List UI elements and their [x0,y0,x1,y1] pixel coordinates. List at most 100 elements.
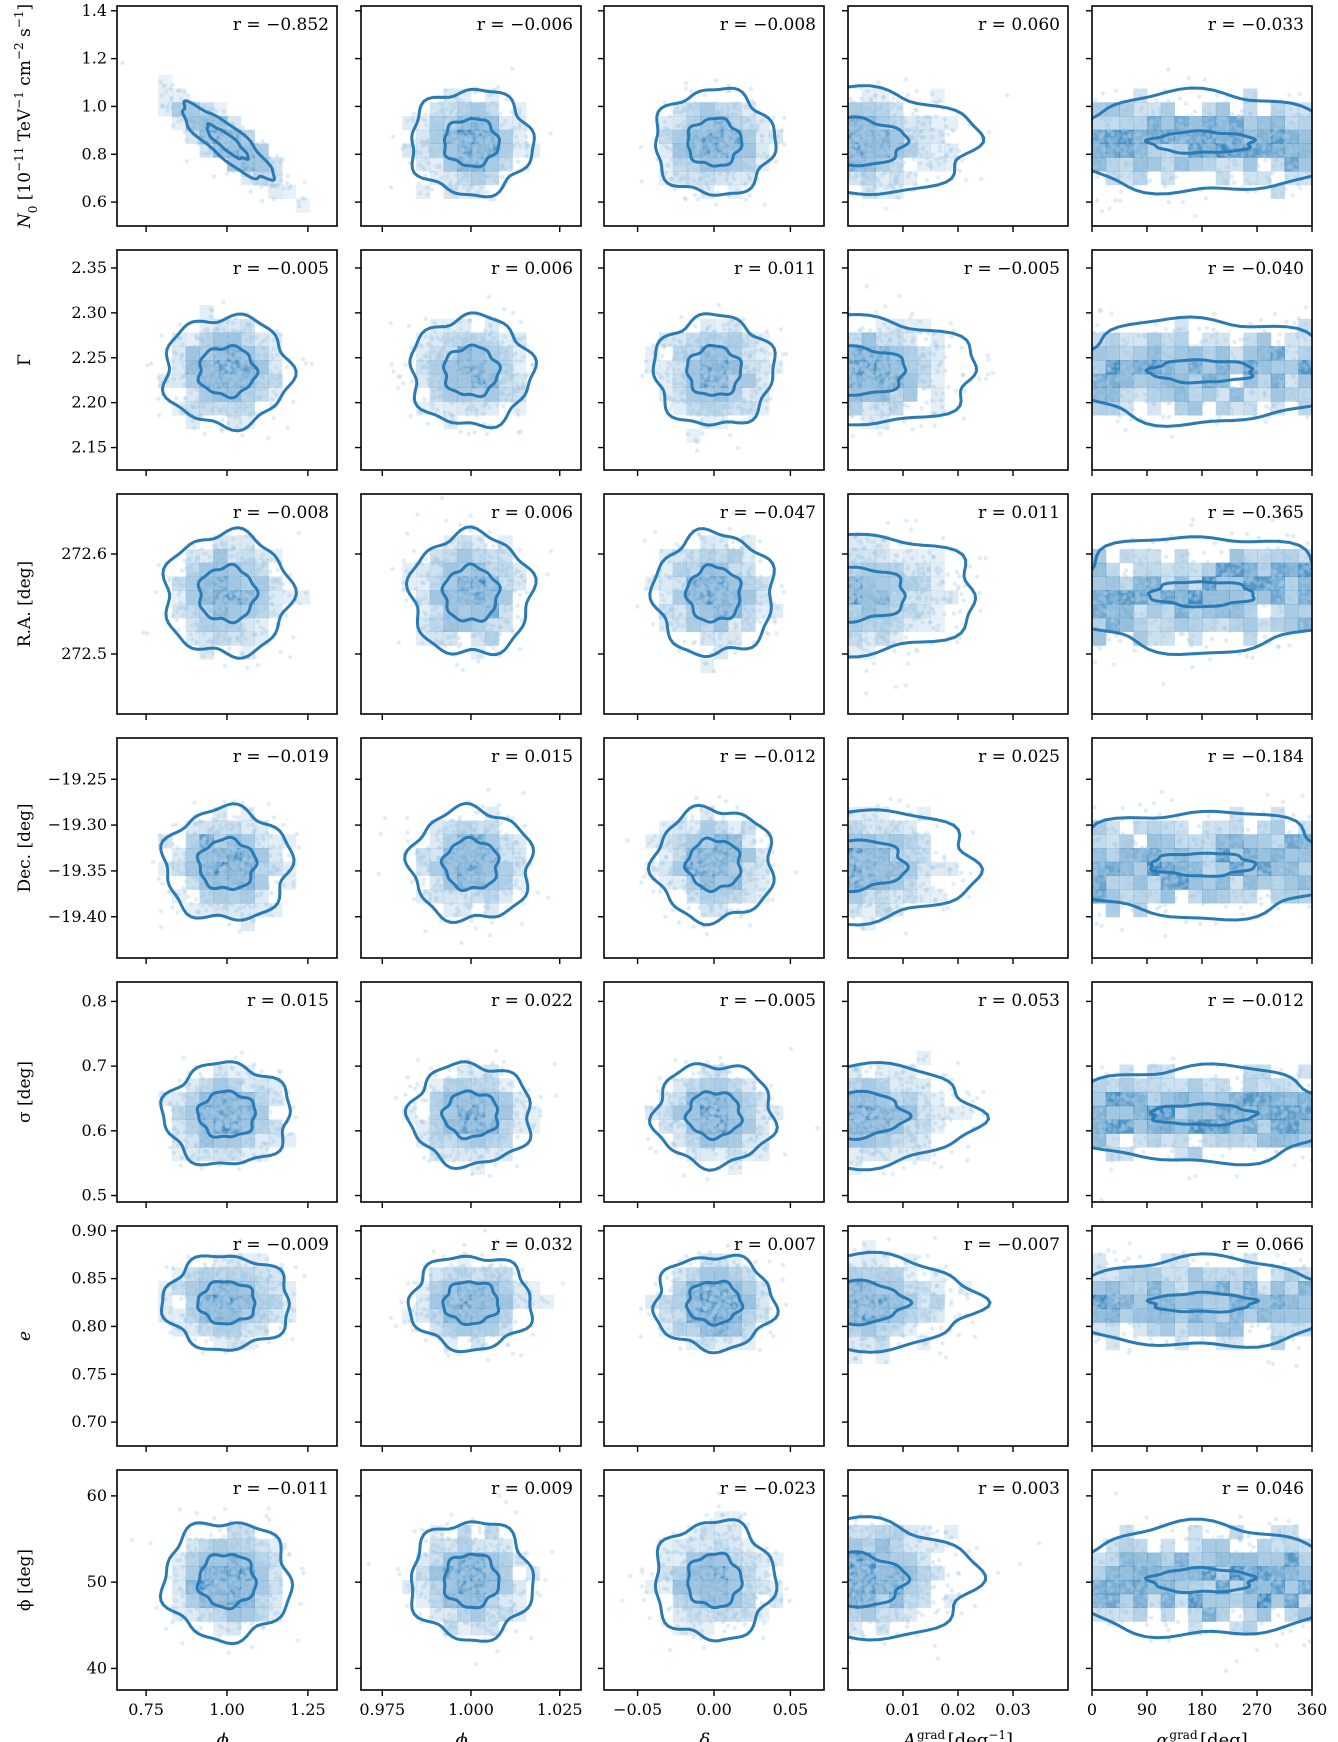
sample-point [737,163,743,168]
sample-point [428,146,433,152]
sample-point [203,380,208,386]
sample-point [888,106,894,111]
sample-point [212,351,217,357]
sample-point [193,333,198,338]
sample-point [866,145,871,150]
sample-point [917,129,923,134]
sample-point [240,359,246,364]
sample-point [1255,136,1261,142]
sample-point [196,120,201,126]
sample-point [747,149,752,154]
sample-point [440,335,446,341]
sample-point [422,118,427,123]
sample-point [852,151,858,156]
sample-point [916,120,921,125]
sample-point [395,385,401,391]
sample-point [225,137,230,142]
sample-point [199,121,205,126]
sample-point [891,118,897,123]
sample-point [722,136,727,141]
sample-point [525,144,531,149]
sample-point [464,157,470,162]
sample-point [694,144,700,150]
sample-point [457,134,462,140]
sample-point [470,362,476,368]
sample-point [1272,136,1278,141]
sample-point [704,126,709,131]
hist-bin [861,102,876,117]
sample-point [688,121,694,126]
sample-point [705,103,710,108]
sample-point [455,151,460,157]
sample-point [687,176,692,182]
sample-point [487,397,493,402]
hist-bin [875,143,890,158]
sample-point [1279,152,1285,157]
sample-point [881,95,886,100]
sample-point [253,155,259,161]
sample-point [1110,131,1116,137]
sample-point [213,351,218,356]
sample-point [441,390,446,395]
sample-point [1203,196,1209,201]
sample-point [451,342,456,347]
sample-point [425,138,430,144]
sample-point [245,168,250,174]
sample-point [851,110,856,116]
sample-point [242,143,247,148]
sample-point [484,111,489,117]
sample-point [882,130,887,135]
sample-point [479,128,484,133]
sample-point [220,387,225,392]
sample-point [658,139,663,144]
sample-point [850,148,855,153]
sample-point [1295,112,1301,117]
sample-point [866,167,871,173]
sample-point [185,361,190,366]
sample-point [742,164,747,169]
sample-point [698,131,704,137]
sample-point [923,150,929,156]
sample-point [517,122,523,127]
sample-point [444,174,450,179]
sample-point [230,143,235,148]
sample-point [441,387,447,392]
sample-point [215,379,220,384]
hist-bin [185,401,200,416]
sample-point [1295,168,1300,173]
sample-point [260,374,265,379]
sample-point [704,142,709,147]
sample-point [465,329,470,335]
sample-point [1107,127,1112,133]
sample-point [231,333,236,338]
sample-point [227,140,233,145]
sample-point [722,157,727,162]
sample-point [463,114,469,119]
sample-point [214,133,219,138]
sample-point [245,321,250,327]
sample-point [732,135,738,141]
sample-point [451,370,456,375]
sample-point [247,168,252,173]
sample-point [877,157,882,163]
sample-point [442,116,447,121]
sample-point [227,399,232,404]
sample-point [858,166,863,171]
sample-point [269,183,275,188]
sample-point [851,158,856,163]
sample-point [271,376,276,381]
sample-point [1273,117,1278,122]
hist-bin [1188,157,1203,172]
sample-point [200,338,205,343]
sample-point [671,148,676,154]
sample-point [443,115,448,121]
sample-point [1261,123,1266,129]
sample-point [451,133,457,139]
sample-point [218,357,223,362]
sample-point [1123,160,1129,165]
sample-point [1209,120,1215,126]
sample-point [418,191,423,196]
sample-point [479,125,484,130]
sample-point [1307,114,1312,119]
sample-point [697,141,703,146]
